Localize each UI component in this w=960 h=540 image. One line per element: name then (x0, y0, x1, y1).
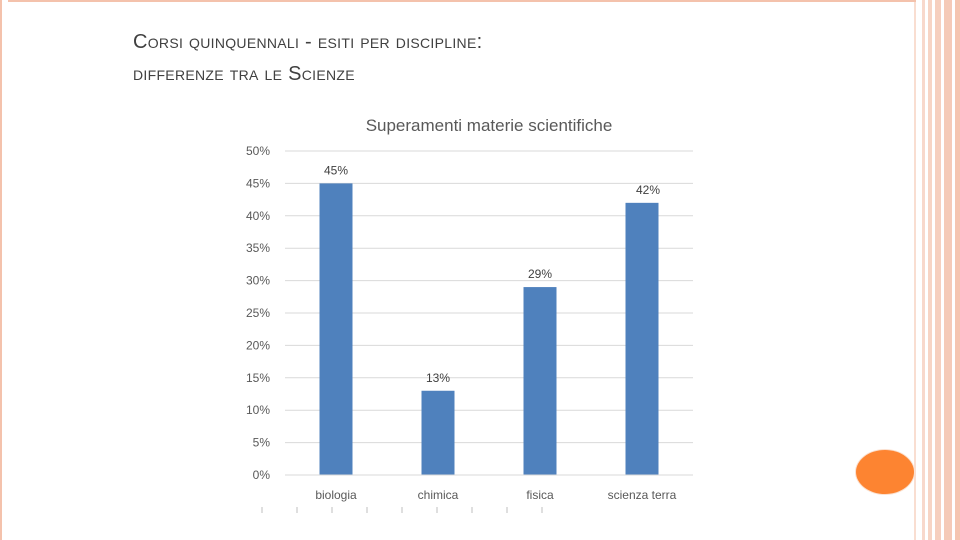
slide-title: Corsi quinquennali - esiti per disciplin… (133, 26, 753, 90)
y-tick-label: 30% (246, 274, 270, 288)
y-tick-label: 10% (246, 403, 270, 417)
x-tick-label: biologia (315, 488, 357, 502)
bar (625, 202, 659, 475)
data-label: 42% (636, 183, 660, 197)
decorative-stripe (944, 0, 952, 540)
y-tick-label: 45% (246, 176, 270, 190)
bar (421, 390, 455, 475)
chart-svg: Superamenti materie scientifiche 0% 5% 10% 1… (246, 116, 693, 513)
chart-title: Superamenti materie scientifiche (366, 116, 613, 135)
data-label: 13% (426, 371, 450, 385)
data-label: 29% (528, 267, 552, 281)
y-tick-label: 5% (253, 436, 271, 450)
y-tick-label: 0% (253, 468, 271, 482)
decorative-stripe (955, 0, 960, 540)
y-tick-label: 20% (246, 338, 270, 352)
slide-title-line-1: Corsi quinquennali - esiti per disciplin… (133, 31, 483, 53)
bar (319, 183, 353, 475)
decorative-stripe (914, 0, 916, 540)
decorative-stripe (928, 0, 932, 540)
bar-chart: Superamenti materie scientifiche 0% 5% 10% 1… (215, 105, 705, 525)
y-tick-label: 15% (246, 371, 270, 385)
orange-circle-decoration (856, 450, 914, 494)
slide-frame-top (8, 0, 916, 2)
decorative-stripes (914, 0, 960, 540)
bar (523, 287, 557, 475)
slide-frame-left (0, 0, 2, 540)
y-tick-label: 50% (246, 144, 270, 158)
data-label: 45% (324, 163, 348, 177)
y-tick-label: 40% (246, 209, 270, 223)
y-tick-label: 35% (246, 241, 270, 255)
slide-title-line-2: differenze tra le Scienze (133, 63, 355, 85)
x-tick-label: chimica (418, 488, 459, 502)
x-tick-label: scienza terra (608, 488, 677, 502)
y-tick-label: 25% (246, 306, 270, 320)
decorative-stripe (935, 0, 941, 540)
decorative-stripe (922, 0, 925, 540)
x-tick-label: fisica (526, 488, 554, 502)
